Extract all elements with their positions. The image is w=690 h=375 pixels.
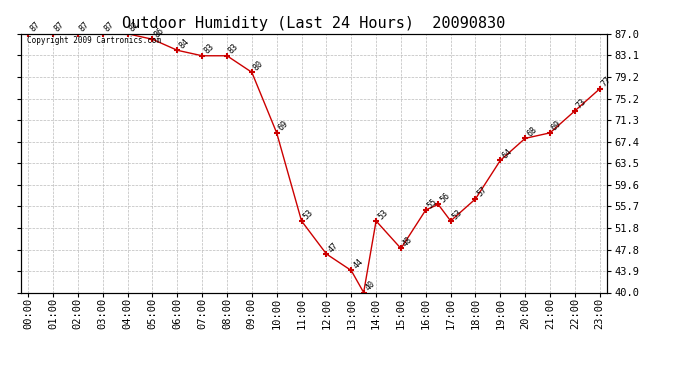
Text: 56: 56 [438,191,452,204]
Text: 84: 84 [177,37,190,50]
Text: 87: 87 [28,20,41,34]
Text: 69: 69 [550,119,564,133]
Text: 48: 48 [401,235,415,249]
Text: 68: 68 [525,125,539,138]
Text: 69: 69 [277,119,290,133]
Text: 44: 44 [351,257,364,270]
Text: 53: 53 [451,207,464,221]
Text: 57: 57 [475,186,489,199]
Text: 80: 80 [252,59,265,72]
Title: Outdoor Humidity (Last 24 Hours)  20090830: Outdoor Humidity (Last 24 Hours) 2009083… [122,16,506,31]
Text: 64: 64 [500,147,514,160]
Text: 87: 87 [53,20,66,34]
Text: 77: 77 [600,75,613,89]
Text: Copyright 2009 Cartronics.com: Copyright 2009 Cartronics.com [26,36,161,45]
Text: 87: 87 [128,20,141,34]
Text: 83: 83 [202,42,215,56]
Text: 53: 53 [376,207,390,221]
Text: 86: 86 [152,26,166,39]
Text: 40: 40 [364,279,377,292]
Text: 55: 55 [426,196,440,210]
Text: 83: 83 [227,42,240,56]
Text: 47: 47 [326,240,339,254]
Text: 53: 53 [302,207,315,221]
Text: 73: 73 [575,98,589,111]
Text: 87: 87 [78,20,91,34]
Text: 87: 87 [103,20,116,34]
